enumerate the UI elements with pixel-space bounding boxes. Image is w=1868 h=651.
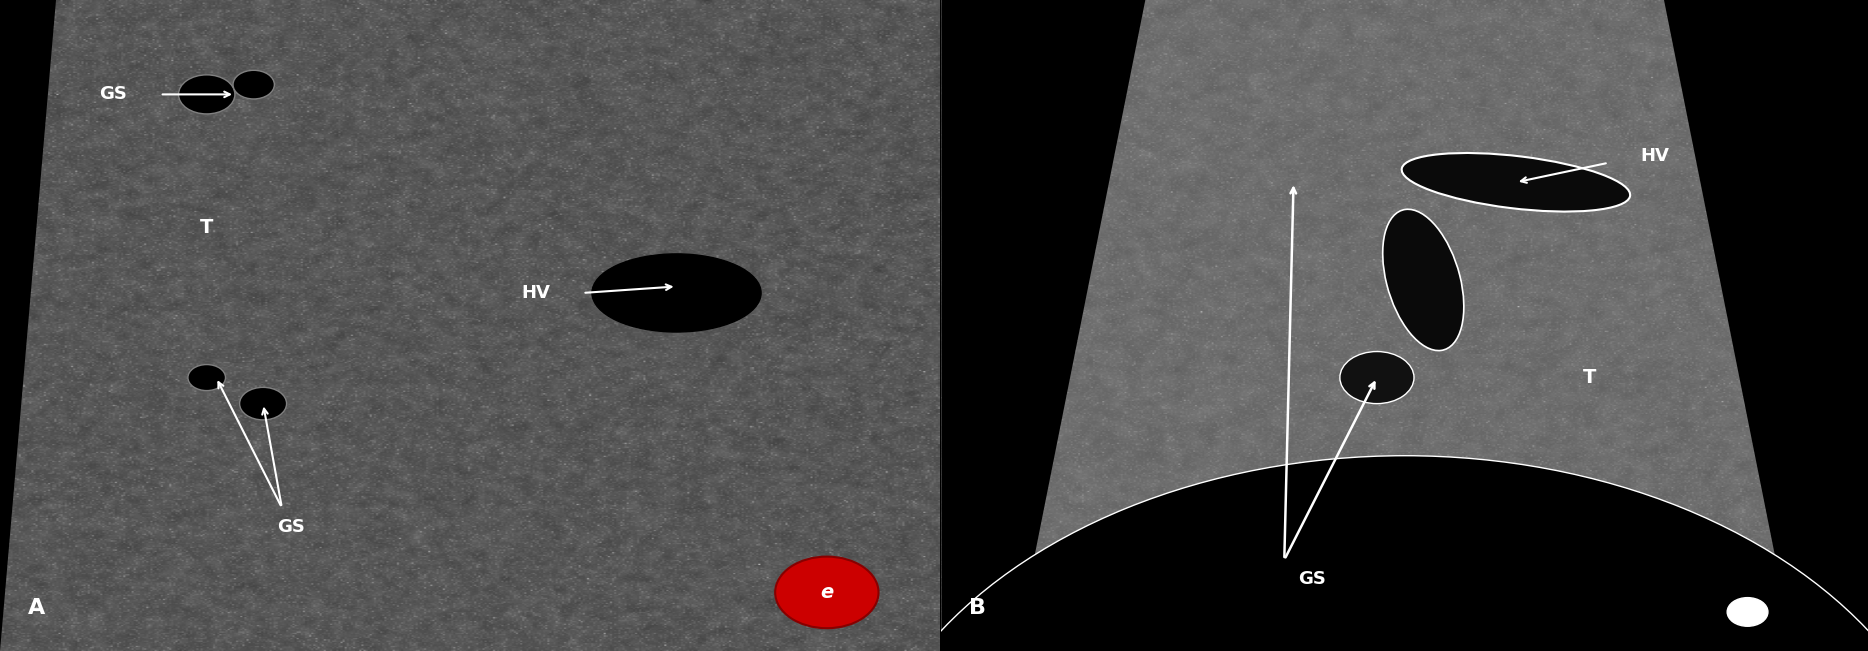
Ellipse shape (1401, 153, 1631, 212)
Text: HV: HV (521, 284, 549, 302)
Ellipse shape (1382, 209, 1465, 351)
Text: A: A (28, 598, 45, 618)
Text: GS: GS (276, 518, 304, 536)
Polygon shape (0, 0, 56, 651)
Circle shape (1339, 352, 1414, 404)
Circle shape (239, 387, 286, 420)
Text: GS: GS (99, 85, 127, 104)
Polygon shape (941, 0, 1145, 651)
Circle shape (1728, 598, 1767, 626)
Ellipse shape (592, 254, 760, 332)
Text: HV: HV (1640, 147, 1670, 165)
Text: T: T (1584, 368, 1597, 387)
Text: GS: GS (1298, 570, 1326, 589)
Text: e: e (820, 583, 833, 602)
Circle shape (234, 70, 275, 99)
Wedge shape (923, 456, 1868, 651)
Text: T: T (200, 218, 213, 238)
Polygon shape (1664, 0, 1868, 651)
Circle shape (189, 365, 226, 391)
Text: B: B (969, 598, 986, 618)
Circle shape (775, 557, 878, 628)
Circle shape (179, 75, 235, 114)
